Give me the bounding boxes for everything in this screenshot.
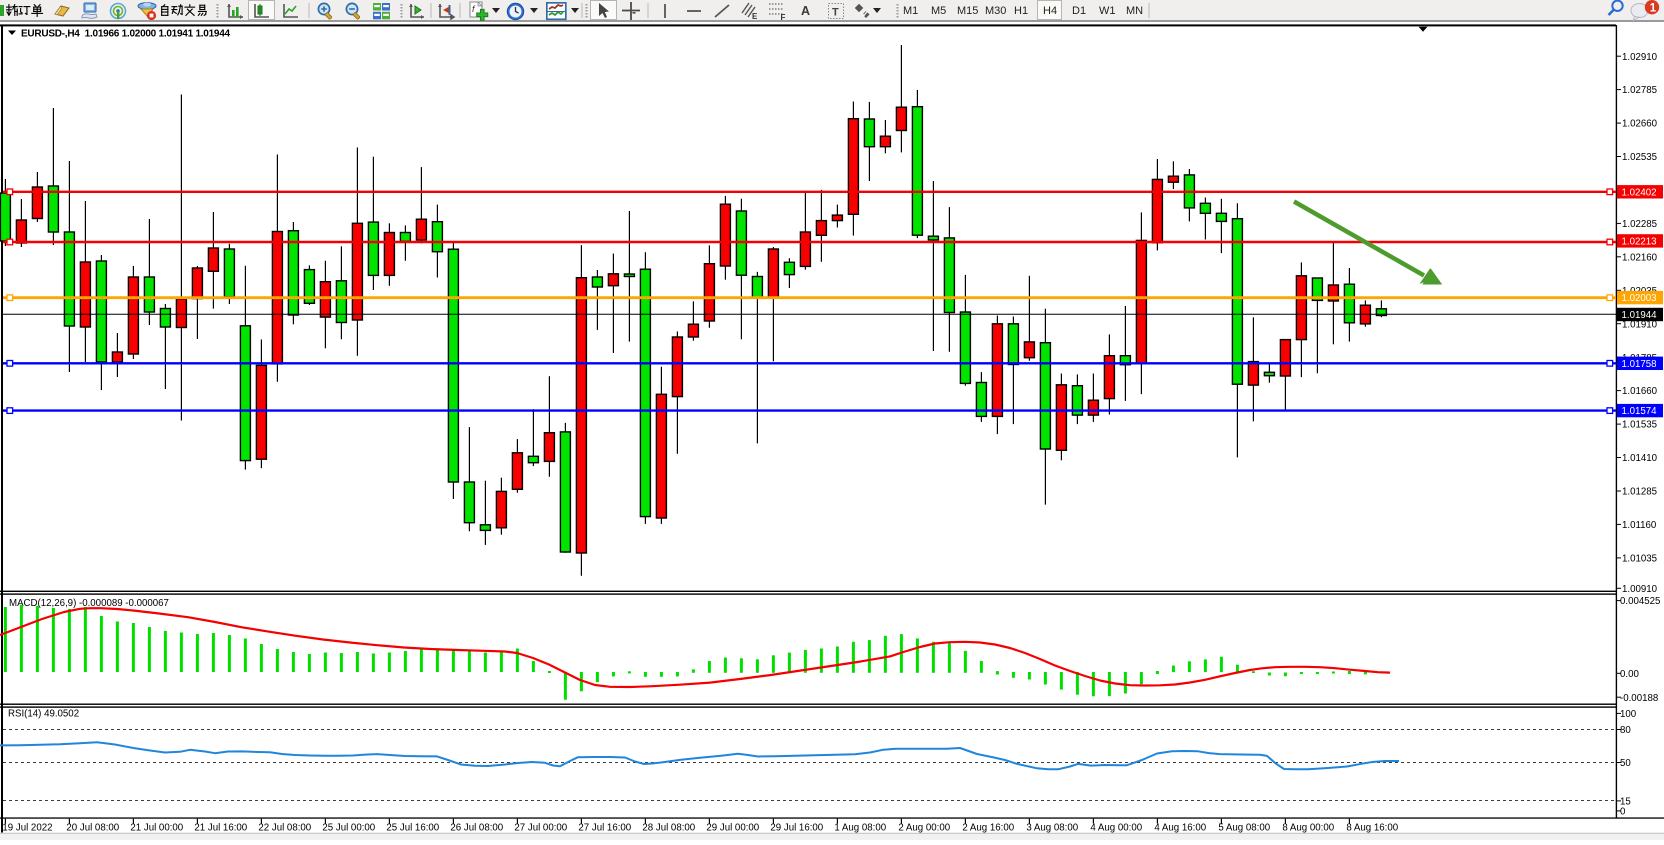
svg-text:25 Jul 00:00: 25 Jul 00:00 [322, 823, 375, 834]
svg-text:8 Aug 00:00: 8 Aug 00:00 [1282, 823, 1334, 834]
svg-text:2 Aug 16:00: 2 Aug 16:00 [962, 823, 1014, 834]
svg-text:1.02535: 1.02535 [1622, 152, 1657, 163]
svg-text:2 Aug 00:00: 2 Aug 00:00 [898, 823, 950, 834]
svg-text:0: 0 [1620, 807, 1626, 818]
svg-text:1.00910: 1.00910 [1622, 584, 1658, 595]
svg-text:1.01535: 1.01535 [1622, 420, 1657, 431]
svg-text:f: f [472, 4, 476, 14]
svg-text:22 Jul 08:00: 22 Jul 08:00 [258, 823, 311, 834]
svg-text:1.02785: 1.02785 [1622, 85, 1657, 96]
svg-text:1.02910: 1.02910 [1622, 52, 1658, 63]
svg-text:100: 100 [1620, 709, 1637, 720]
svg-text:1.01660: 1.01660 [1622, 386, 1658, 397]
svg-text:5 Aug 08:00: 5 Aug 08:00 [1218, 823, 1270, 834]
svg-text:3 Aug 08:00: 3 Aug 08:00 [1026, 823, 1078, 834]
svg-text:EURUSD-,H4 1.01966 1.02000 1.: EURUSD-,H4 1.01966 1.02000 1.01941 1.019… [21, 29, 231, 40]
svg-text:0.004525: 0.004525 [1620, 596, 1660, 607]
svg-text:T: T [832, 7, 839, 19]
svg-text:0.00: 0.00 [1620, 669, 1639, 680]
svg-text:27 Jul 16:00: 27 Jul 16:00 [578, 823, 631, 834]
svg-text:1.01758: 1.01758 [1622, 359, 1657, 370]
svg-text:80: 80 [1620, 725, 1631, 736]
svg-text:26 Jul 08:00: 26 Jul 08:00 [450, 823, 503, 834]
svg-text:25 Jul 16:00: 25 Jul 16:00 [386, 823, 439, 834]
svg-text:1: 1 [1650, 2, 1657, 14]
svg-text:4 Aug 16:00: 4 Aug 16:00 [1154, 823, 1206, 834]
svg-text:1.01160: 1.01160 [1622, 520, 1657, 531]
svg-text:RSI(14) 49.0502: RSI(14) 49.0502 [8, 709, 79, 720]
svg-text:1.01285: 1.01285 [1622, 487, 1657, 498]
svg-text:1.01574: 1.01574 [1622, 406, 1658, 417]
svg-text:E: E [752, 12, 758, 21]
svg-text:F: F [781, 13, 786, 21]
svg-text:1.02003: 1.02003 [1622, 293, 1657, 304]
svg-text:1.02160: 1.02160 [1622, 252, 1658, 263]
svg-text:1 Aug 08:00: 1 Aug 08:00 [834, 823, 886, 834]
svg-text:21 Jul 00:00: 21 Jul 00:00 [130, 823, 183, 834]
svg-text:20 Jul 08:00: 20 Jul 08:00 [66, 823, 119, 834]
svg-text:1.02402: 1.02402 [1622, 187, 1657, 198]
svg-text:1.01910: 1.01910 [1622, 319, 1658, 330]
svg-text:29 Jul 16:00: 29 Jul 16:00 [770, 823, 823, 834]
svg-text:1.02213: 1.02213 [1622, 237, 1657, 248]
svg-text:8 Aug 16:00: 8 Aug 16:00 [1346, 823, 1398, 834]
svg-text:28 Jul 08:00: 28 Jul 08:00 [642, 823, 695, 834]
svg-text:1.02285: 1.02285 [1622, 219, 1657, 230]
svg-text:1.01944: 1.01944 [1622, 310, 1658, 321]
svg-text:1.01410: 1.01410 [1622, 453, 1658, 464]
svg-text:15: 15 [1620, 797, 1631, 808]
svg-text:MACD(12,26,9) -0.000089 -0.000: MACD(12,26,9) -0.000089 -0.000067 [9, 598, 169, 609]
svg-text:4 Aug 00:00: 4 Aug 00:00 [1090, 823, 1142, 834]
svg-text:21 Jul 16:00: 21 Jul 16:00 [194, 823, 247, 834]
svg-text:1.01035: 1.01035 [1622, 554, 1657, 565]
svg-text:-0.00188: -0.00188 [1620, 693, 1658, 704]
svg-text:1.02660: 1.02660 [1622, 119, 1658, 130]
svg-text:50: 50 [1620, 758, 1631, 769]
svg-text:27 Jul 00:00: 27 Jul 00:00 [514, 823, 567, 834]
svg-text:19 Jul 2022: 19 Jul 2022 [2, 823, 52, 834]
svg-text:29 Jul 00:00: 29 Jul 00:00 [706, 823, 759, 834]
